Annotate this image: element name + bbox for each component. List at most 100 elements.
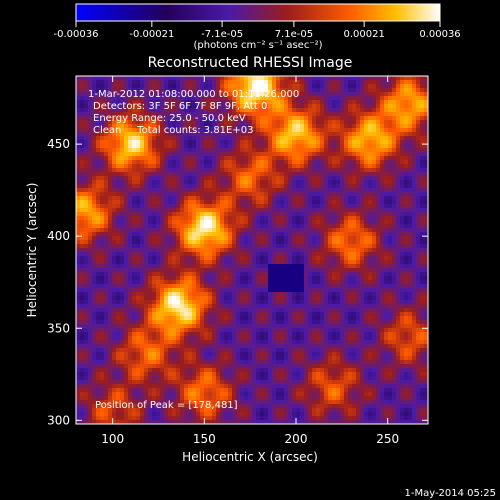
heatmap-cell — [360, 100, 364, 104]
heatmap-cell — [180, 300, 184, 304]
heatmap-cell — [216, 164, 220, 168]
heatmap-cell — [172, 80, 176, 84]
heatmap-cell — [420, 280, 424, 284]
heatmap-cell — [188, 196, 192, 200]
heatmap-cell — [88, 260, 92, 264]
heatmap-cell — [316, 216, 320, 220]
heatmap-cell — [364, 76, 368, 80]
heatmap-cell — [232, 296, 236, 300]
heatmap-cell — [112, 192, 116, 196]
heatmap-cell — [404, 176, 408, 180]
heatmap-cell — [356, 84, 360, 88]
heatmap-cell — [392, 268, 396, 272]
heatmap-cell — [384, 136, 388, 140]
heatmap-cell — [216, 236, 220, 240]
heatmap-cell — [196, 236, 200, 240]
heatmap-cell — [80, 256, 84, 260]
heatmap-cell — [372, 204, 376, 208]
heatmap-cell — [356, 288, 360, 292]
heatmap-cell — [328, 292, 332, 296]
heatmap-cell — [232, 176, 236, 180]
heatmap-cell — [400, 248, 404, 252]
heatmap-cell — [368, 112, 372, 116]
heatmap-cell — [148, 224, 152, 228]
heatmap-cell — [360, 200, 364, 204]
heatmap-cell — [284, 228, 288, 232]
heatmap-cell — [184, 188, 188, 192]
heatmap-cell — [200, 212, 204, 216]
heatmap-cell — [208, 140, 212, 144]
heatmap-cell — [184, 276, 188, 280]
heatmap-cell — [424, 112, 428, 116]
heatmap-cell — [396, 112, 400, 116]
heatmap-cell — [228, 84, 232, 88]
heatmap-cell — [280, 292, 284, 296]
heatmap-cell — [192, 208, 196, 212]
heatmap-cell — [356, 120, 360, 124]
heatmap-cell — [88, 208, 92, 212]
heatmap-cell — [268, 212, 272, 216]
heatmap-cell — [212, 184, 216, 188]
heatmap-cell — [256, 208, 260, 212]
heatmap-cell — [224, 260, 228, 264]
heatmap-cell — [296, 260, 300, 264]
heatmap-cell — [404, 80, 408, 84]
heatmap-cell — [288, 288, 292, 292]
heatmap-cell — [240, 240, 244, 244]
heatmap-cell — [244, 268, 248, 272]
heatmap-cell — [268, 296, 272, 300]
heatmap-cell — [336, 188, 340, 192]
heatmap-cell — [336, 260, 340, 264]
heatmap-cell — [296, 100, 300, 104]
heatmap-cell — [244, 212, 248, 216]
heatmap-cell — [96, 112, 100, 116]
heatmap-cell — [192, 128, 196, 132]
heatmap-cell — [236, 164, 240, 168]
heatmap-cell — [200, 236, 204, 240]
heatmap-cell — [88, 196, 92, 200]
heatmap-cell — [108, 252, 112, 256]
heatmap-cell — [188, 280, 192, 284]
heatmap-cell — [324, 112, 328, 116]
heatmap-cell — [368, 144, 372, 148]
heatmap-cell — [360, 104, 364, 108]
heatmap-cell — [304, 108, 308, 112]
heatmap-cell — [376, 192, 380, 196]
heatmap-cell — [408, 252, 412, 256]
heatmap-cell — [224, 168, 228, 172]
heatmap-cell — [384, 140, 388, 144]
heatmap-cell — [236, 80, 240, 84]
heatmap-cell — [404, 244, 408, 248]
heatmap-cell — [300, 112, 304, 116]
heatmap-cell — [416, 100, 420, 104]
heatmap-cell — [368, 104, 372, 108]
heatmap-cell — [240, 84, 244, 88]
heatmap-cell — [128, 288, 132, 292]
heatmap-cell — [220, 84, 224, 88]
heatmap-cell — [356, 164, 360, 168]
heatmap-cell — [360, 140, 364, 144]
heatmap-cell — [392, 120, 396, 124]
heatmap-cell — [124, 296, 128, 300]
heatmap-cell — [336, 276, 340, 280]
heatmap-cell — [240, 272, 244, 276]
heatmap-cell — [252, 292, 256, 296]
heatmap-cell — [236, 128, 240, 132]
heatmap-cell — [120, 192, 124, 196]
heatmap-cell — [420, 232, 424, 236]
heatmap-cell — [388, 128, 392, 132]
heatmap-cell — [212, 248, 216, 252]
heatmap-cell — [288, 292, 292, 296]
heatmap-cell — [296, 156, 300, 160]
heatmap-cell — [112, 84, 116, 88]
heatmap-cell — [408, 84, 412, 88]
heatmap-cell — [176, 164, 180, 168]
heatmap-cell — [400, 184, 404, 188]
heatmap-cell — [228, 204, 232, 208]
heatmap-cell — [296, 168, 300, 172]
heatmap-cell — [144, 176, 148, 180]
heatmap-cell — [96, 252, 100, 256]
heatmap-cell — [112, 220, 116, 224]
heatmap-cell — [168, 196, 172, 200]
heatmap-cell — [164, 92, 168, 96]
